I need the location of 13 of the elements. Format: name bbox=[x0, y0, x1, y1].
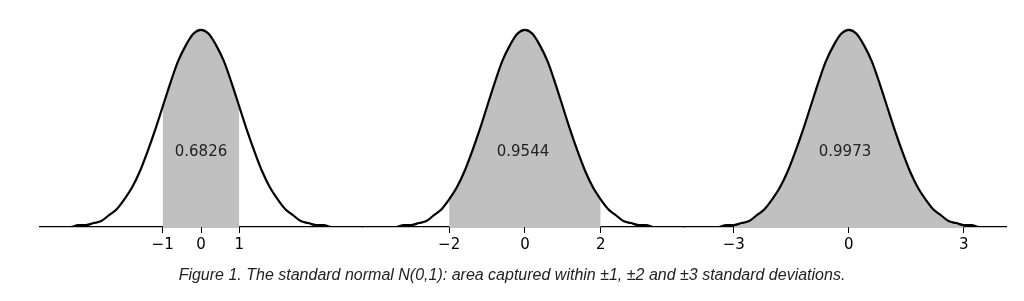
x-tick-label: −2 bbox=[438, 234, 461, 253]
x-tick-label: 3 bbox=[959, 234, 969, 253]
annotation: 0.9544 bbox=[496, 141, 550, 160]
x-tick-label: 0 bbox=[196, 234, 206, 253]
x-tick-label: 0 bbox=[844, 234, 854, 253]
x-tick-label: 1 bbox=[234, 234, 245, 253]
caption: Figure 1. The standard normal N(0,1): area captured within ±1, ±2 and ±3 standard deviations. bbox=[178, 266, 846, 283]
x-tick-label: 0 bbox=[520, 234, 530, 253]
x-tick-label: −3 bbox=[722, 234, 745, 253]
x-tick-label: −1 bbox=[151, 234, 174, 253]
x-tick-label: 2 bbox=[595, 234, 606, 253]
annotation: 0.9973 bbox=[818, 141, 872, 160]
annotation: 0.6826 bbox=[174, 141, 228, 160]
